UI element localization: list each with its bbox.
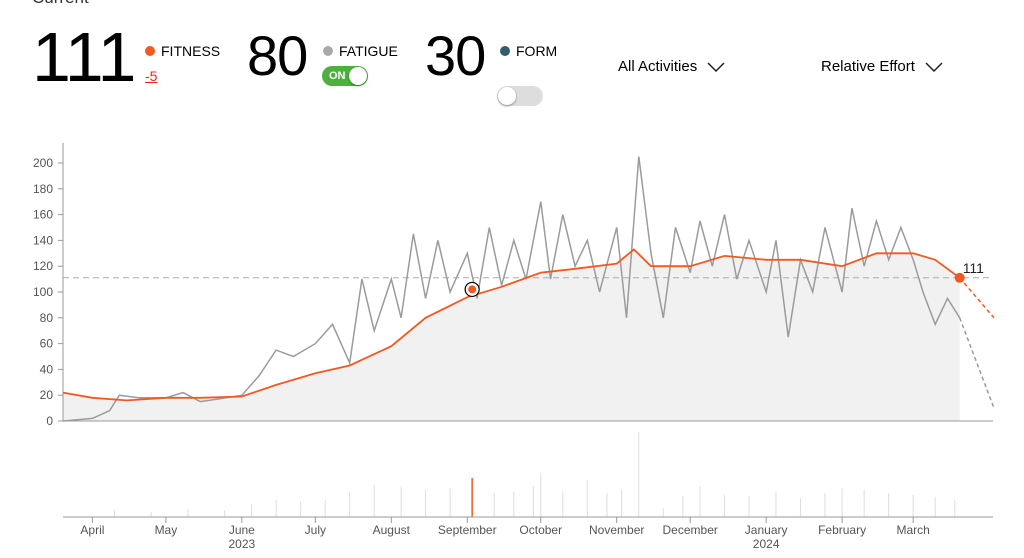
y-tick-label: 60: [40, 337, 54, 351]
fitness-line: [62, 248, 961, 402]
x-tick-label: July: [305, 523, 326, 537]
y-tick-label: 180: [33, 182, 53, 196]
form-legend: FORM: [500, 43, 557, 59]
y-tick-label: 100: [33, 285, 53, 299]
y-tick-label: 160: [33, 208, 53, 222]
chevron-down-icon: [707, 61, 725, 72]
fatigue-value: 80: [247, 24, 308, 87]
x-tick-year: 2024: [753, 537, 780, 551]
x-tick-label: October: [519, 523, 562, 537]
x-tick-label: March: [896, 523, 929, 537]
fitness-legend: FITNESS: [145, 43, 220, 59]
metric-dropdown[interactable]: Relative Effort: [821, 58, 943, 75]
fitness-area: [63, 249, 960, 421]
fatigue-projection-line: [958, 317, 995, 409]
fatigue-label: FATIGUE: [339, 43, 398, 59]
section-label: Current: [32, 0, 89, 8]
chevron-down-icon: [925, 61, 943, 72]
x-tick-label: November: [589, 523, 644, 537]
selected-point: [468, 285, 477, 294]
x-tick-label: December: [663, 523, 718, 537]
x-tick-label: February: [818, 523, 866, 537]
activities-dropdown[interactable]: All Activities: [618, 58, 725, 75]
y-tick-label: 120: [33, 259, 53, 273]
current-fitness-label: 111: [963, 260, 984, 276]
fatigue-toggle[interactable]: ON: [322, 66, 368, 86]
fatigue-legend: FATIGUE: [323, 43, 398, 59]
y-tick-label: 200: [33, 156, 53, 170]
x-tick-label: August: [373, 523, 411, 537]
x-tick-label: June: [229, 523, 255, 537]
activities-dropdown-label: All Activities: [618, 58, 698, 75]
y-tick-label: 0: [46, 414, 53, 428]
fatigue-line: [62, 156, 961, 422]
x-tick-label: April: [80, 523, 104, 537]
form-toggle[interactable]: [497, 86, 543, 106]
form-value: 30: [425, 24, 486, 87]
y-tick-label: 140: [33, 233, 53, 247]
y-tick-label: 40: [40, 362, 54, 376]
metric-dropdown-label: Relative Effort: [821, 58, 915, 75]
y-tick-label: 20: [40, 388, 54, 402]
current-fitness-point: [954, 272, 965, 283]
fitness-value: 111: [32, 18, 136, 96]
x-tick-label: January: [745, 523, 788, 537]
fitness-change-link[interactable]: -5: [145, 68, 158, 84]
x-tick-label: May: [155, 523, 178, 537]
toggle-on-label: ON: [329, 70, 346, 82]
x-tick-year: 2023: [228, 537, 255, 551]
fitness-projection-line: [959, 277, 995, 319]
form-label: FORM: [516, 43, 558, 59]
fitness-label: FITNESS: [161, 43, 221, 59]
x-tick-label: September: [438, 523, 497, 537]
fatigue-dot-icon: [323, 46, 333, 56]
form-dot-icon: [500, 46, 510, 56]
fitness-dot-icon: [145, 46, 155, 56]
y-tick-label: 80: [40, 311, 54, 325]
